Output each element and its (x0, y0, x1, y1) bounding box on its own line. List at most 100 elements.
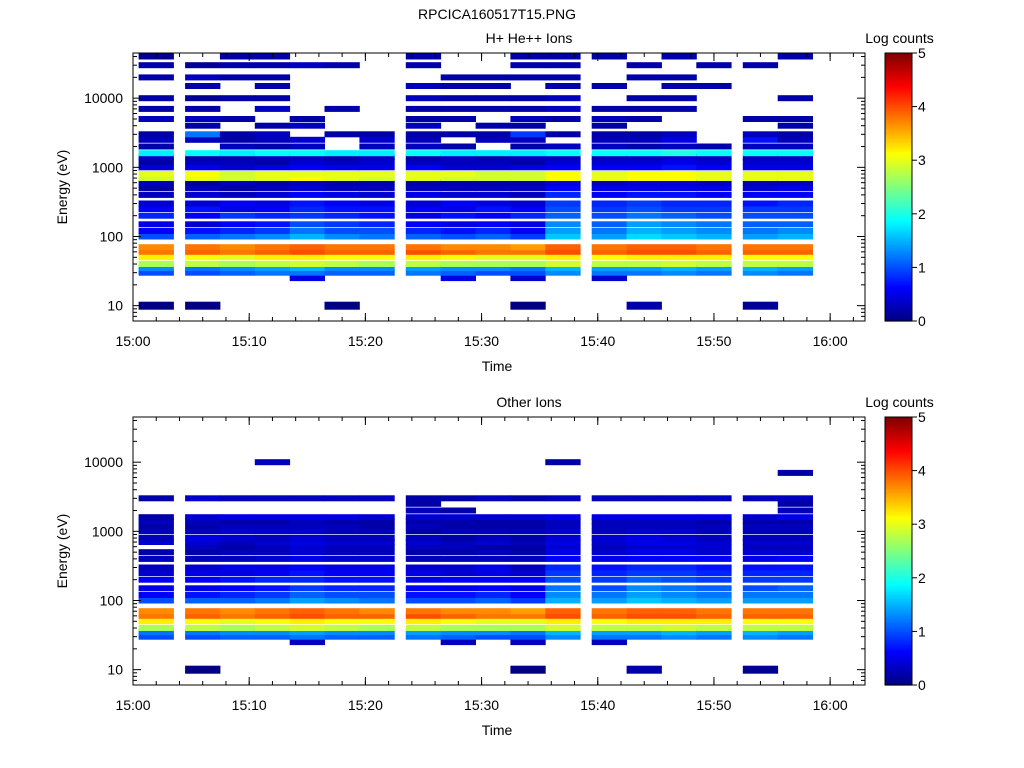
heatmap-cell (289, 191, 325, 198)
heatmap-cell (626, 95, 662, 102)
heatmap-cell (626, 597, 662, 604)
colorbar-segment (885, 135, 912, 139)
heatmap-cell (475, 74, 511, 81)
heatmap-cell (219, 62, 256, 69)
heatmap-cell (324, 185, 360, 192)
heatmap-cell (475, 539, 511, 545)
heatmap-cell (359, 131, 395, 138)
heatmap-cell (475, 608, 511, 615)
heatmap-cell (626, 269, 662, 276)
heatmap-cell (138, 175, 174, 181)
heatmap-cell (626, 62, 662, 69)
heatmap-cell (289, 206, 325, 212)
heatmap-cell (591, 633, 627, 640)
heatmap-cell (661, 179, 697, 186)
colorbar-segment (885, 535, 912, 539)
heatmap-cell (777, 254, 813, 261)
heatmap-cell (696, 150, 732, 157)
heatmap-cell (289, 576, 325, 583)
colorbar-segment (885, 530, 912, 534)
heatmap-cell (359, 212, 395, 219)
heatmap-cell (591, 261, 627, 267)
colorbar-segment (885, 671, 912, 675)
heatmap-cell (696, 164, 732, 171)
heatmap-cell (475, 83, 511, 89)
colorbar-segment (885, 160, 912, 164)
colorbar-segment (885, 173, 912, 177)
heatmap-cell (777, 131, 813, 138)
colorbar-segment (885, 591, 912, 595)
colorbar-segment (885, 231, 912, 235)
colorbar-segment (885, 131, 912, 134)
panel-other-ions: 15:00 15:10 15:20 15:30 15:40 15:50 16:0010100… (54, 394, 934, 738)
heatmap-cell (359, 495, 395, 502)
colorbar-segment (885, 269, 912, 273)
heatmap-cell (405, 185, 442, 192)
heatmap-cell (185, 522, 221, 529)
heatmap-cell (626, 150, 662, 157)
heatmap-cell (626, 228, 662, 234)
heatmap-cell (742, 200, 779, 207)
heatmap-cell (324, 233, 360, 240)
heatmap-cell (289, 221, 325, 228)
colorbar-segment (885, 577, 912, 581)
colorbar-segment (885, 265, 912, 268)
heatmap-cell (324, 191, 360, 198)
heatmap-cell (185, 261, 221, 267)
heatmap-cell (591, 206, 627, 212)
heatmap-cell (359, 564, 395, 571)
heatmap-cell (545, 633, 581, 640)
heatmap-cell (742, 592, 779, 598)
heatmap-cell (219, 625, 256, 631)
colorbar-segment (885, 642, 912, 646)
heatmap-cell (440, 612, 476, 619)
heatmap-cell (359, 233, 395, 240)
heatmap-cell (510, 171, 546, 177)
colorbar-segment (885, 524, 912, 528)
heatmap-cell (475, 244, 511, 251)
heatmap-cell (475, 185, 511, 192)
colorbar-segment (885, 303, 912, 306)
heatmap-cell (359, 164, 395, 171)
heatmap-cell (324, 131, 360, 138)
colorbar-segment (885, 508, 912, 512)
heatmap-cell (254, 206, 291, 212)
heatmap-cell (777, 555, 813, 562)
heatmap-cell (510, 179, 546, 186)
heatmap-cell (777, 633, 813, 640)
heatmap-cell (510, 597, 546, 604)
heatmap-cell (185, 301, 221, 310)
heatmap-cell (475, 576, 511, 583)
heatmap-cell (626, 555, 662, 562)
heatmap-cell (475, 597, 511, 604)
heatmap-cell (359, 629, 395, 635)
heatmap-cell (254, 254, 291, 261)
heatmap-cell (219, 514, 256, 521)
heatmap-cell (661, 592, 697, 598)
heatmap-cell (405, 265, 442, 271)
heatmap-cell (661, 53, 697, 60)
heatmap-cell (545, 185, 581, 192)
heatmap-cell (324, 154, 360, 161)
colorbar-segment (885, 484, 912, 487)
heatmap-cell (591, 212, 627, 219)
heatmap-cell (777, 185, 813, 192)
x-tick-label: 15:30 (464, 333, 499, 349)
heatmap-cell (742, 625, 779, 631)
heatmap-cell (324, 269, 360, 276)
heatmap-cell (475, 495, 511, 502)
heatmap-cell (359, 618, 395, 625)
heatmap-cell (661, 570, 697, 576)
heatmap-cell (510, 275, 546, 282)
heatmap-cell (185, 150, 221, 157)
heatmap-cell (138, 592, 174, 598)
heatmap-cell (661, 564, 697, 571)
heatmap-cell (475, 248, 511, 255)
heatmap-cell (289, 555, 325, 562)
heatmap-cell (696, 592, 732, 598)
heatmap-cell (742, 136, 779, 143)
colorbar-segment (885, 615, 912, 619)
colorbar-segment (885, 640, 912, 644)
heatmap-cell (405, 131, 442, 138)
colorbar-segment (885, 202, 912, 206)
